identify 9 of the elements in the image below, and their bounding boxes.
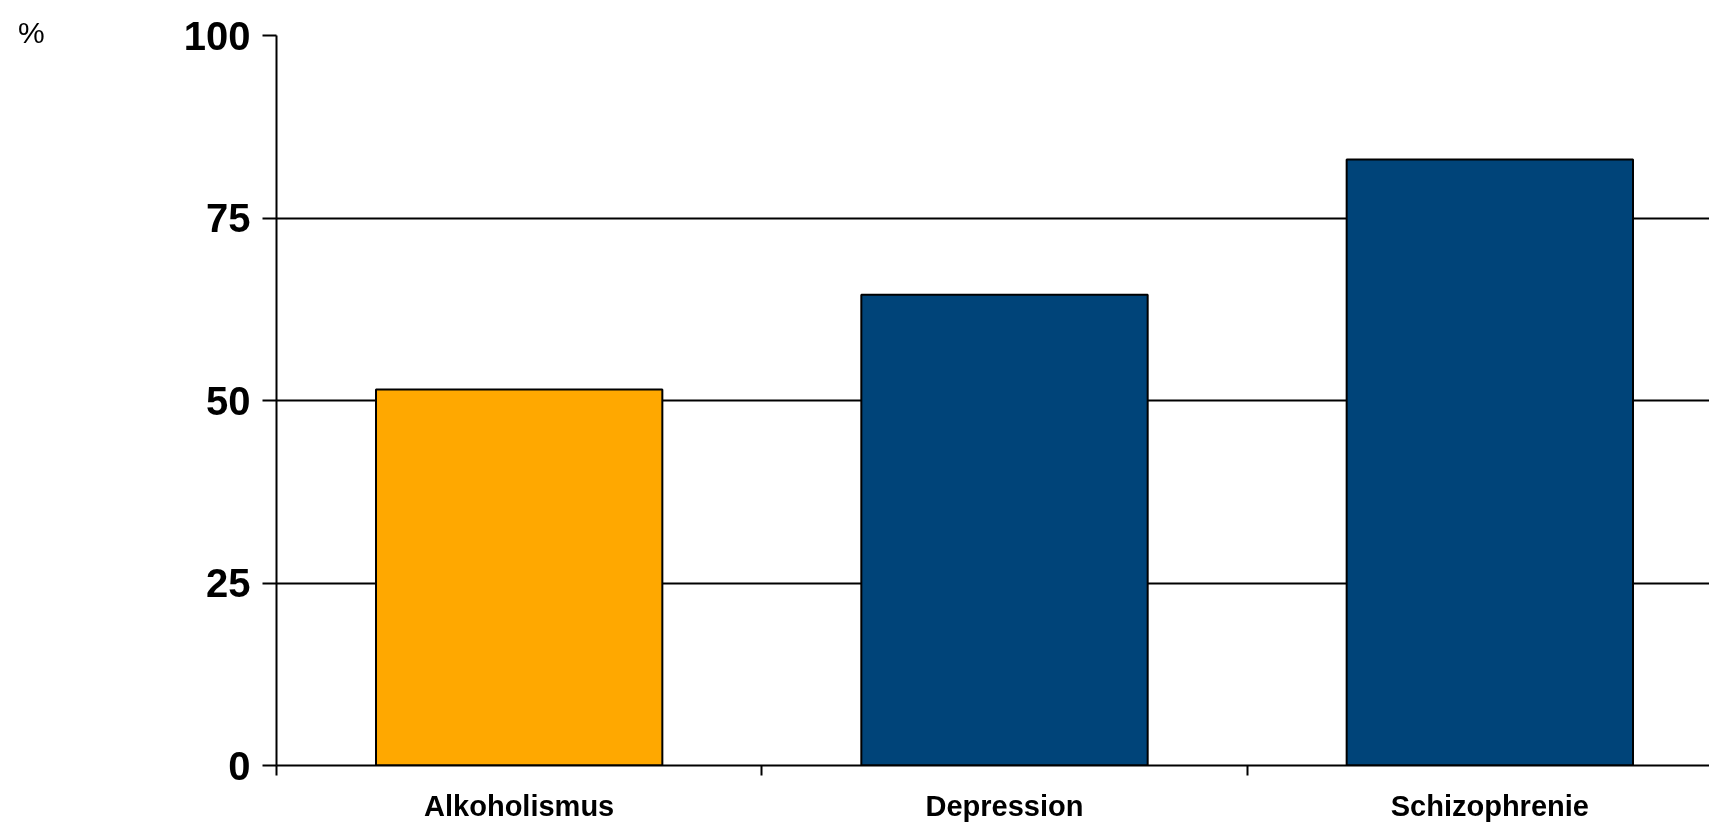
text: % [18, 15, 45, 51]
y-tick-label: 100 [183, 13, 251, 58]
x-tick-label: Alkoholismus [424, 789, 615, 822]
y-tick-label: 25 [206, 561, 251, 605]
y-tick-label: 50 [206, 378, 251, 423]
x-tick-label: Depression [925, 789, 1084, 822]
y-tick-label: 0 [228, 743, 251, 788]
x-tick-label: Schizophrenie [1390, 789, 1589, 822]
y-tick-label: 75 [206, 196, 251, 240]
